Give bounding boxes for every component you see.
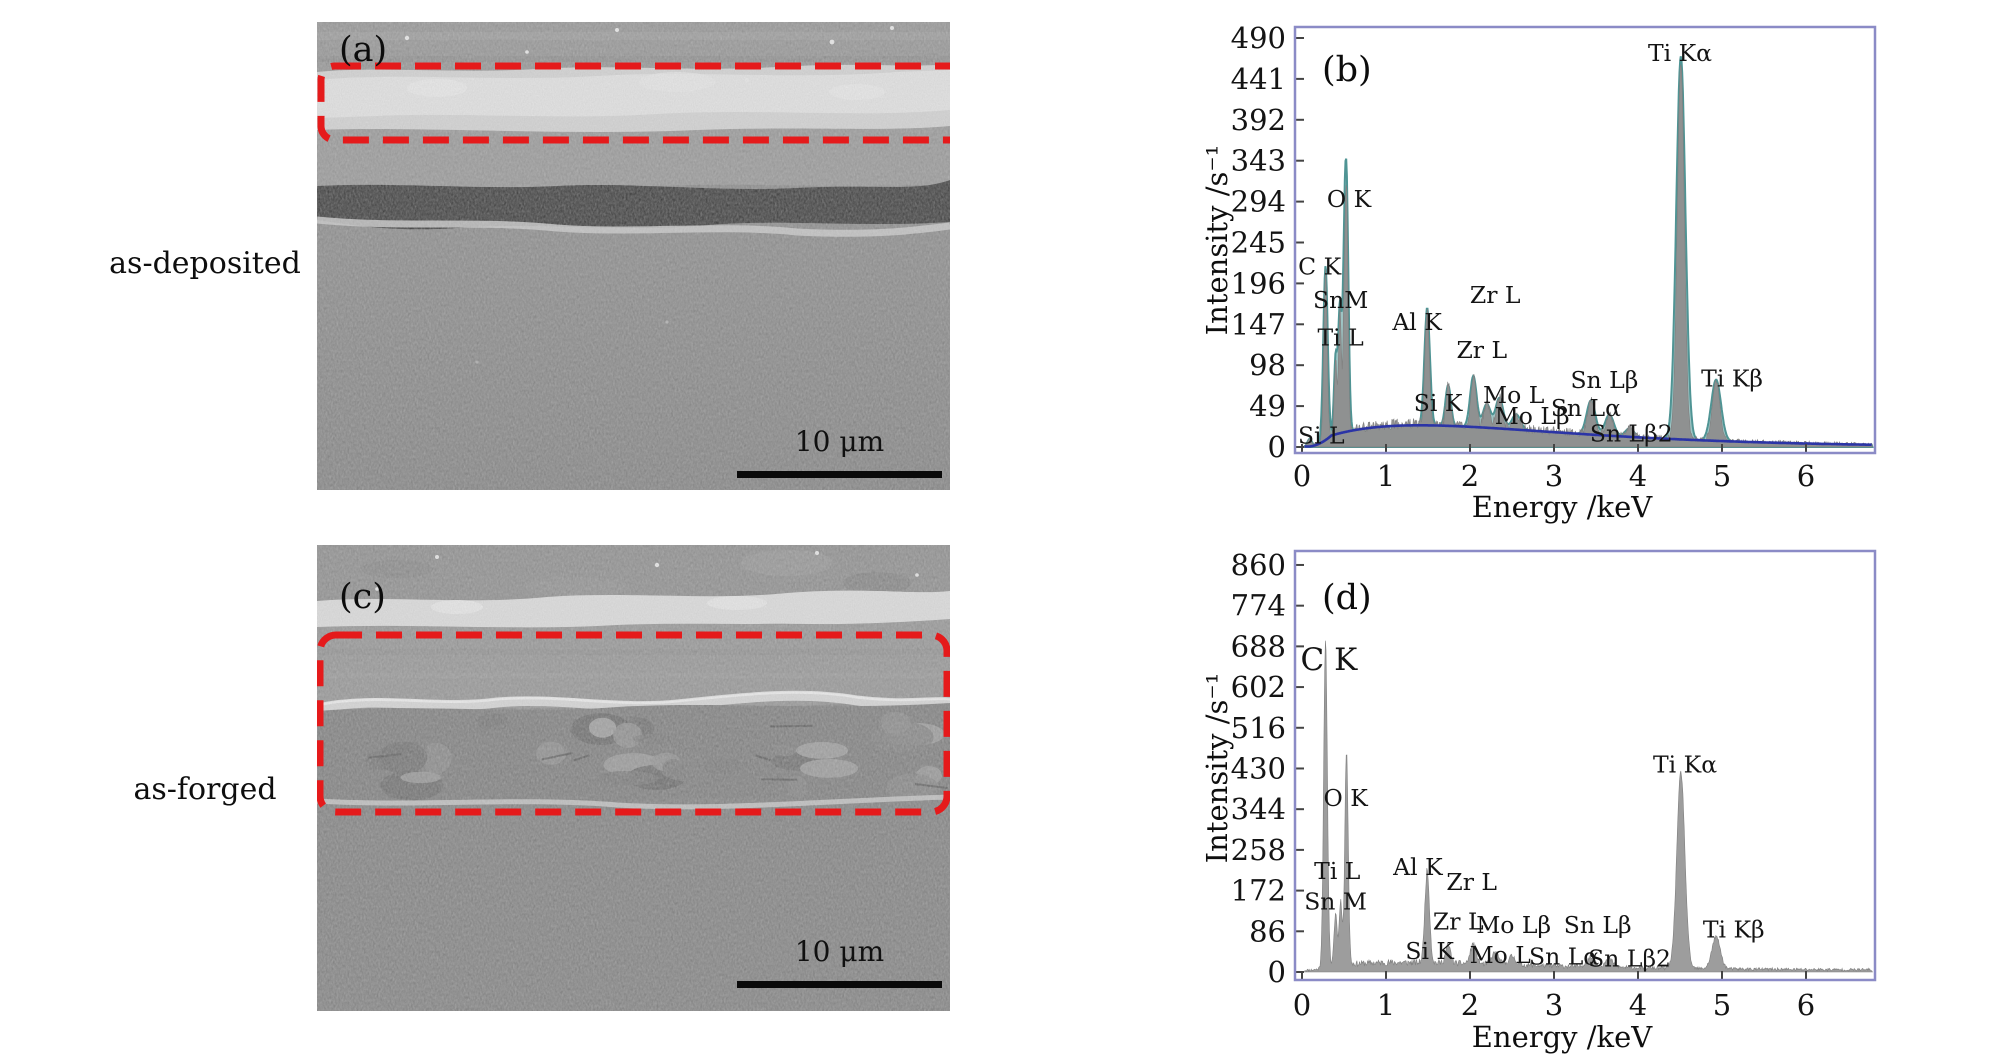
y-tick-label: 294	[1231, 185, 1286, 219]
sem-a-grain	[317, 22, 950, 490]
eds-spectrum-chart-d: 0 1 2 3 4 5 6 0 86 172 258 344 430 516 602 688 774 860 C K…	[1231, 548, 1877, 1022]
y-tick-label: 344	[1231, 792, 1286, 826]
peak-annotation: Sn Lβ	[1570, 366, 1638, 394]
y-tick-label: 86	[1249, 914, 1286, 948]
peak-annotation: O K	[1327, 185, 1372, 213]
y-tick-label: 245	[1231, 225, 1286, 259]
x-tick-label: 5	[1713, 459, 1731, 493]
y-tick-label: 516	[1231, 711, 1286, 745]
measured-spectrum-area	[1304, 64, 1873, 448]
scale-bar-label-c: 10 μm	[794, 935, 885, 968]
panel-letter-c: (c)	[339, 577, 386, 617]
scale-bar-label-a: 10 μm	[794, 425, 885, 458]
y-tick-label: 441	[1231, 62, 1286, 96]
y-axis-label-b: Intensity /s⁻¹	[1200, 144, 1234, 336]
peak-annotation: Si K	[1414, 389, 1463, 417]
x-tick-label: 0	[1293, 459, 1311, 493]
measured-spectrum-area	[1304, 640, 1873, 973]
background-bremsstrahlung-curve	[1304, 424, 1872, 448]
y-tick-label: 49	[1249, 389, 1286, 423]
peak-annotation: Si K	[1405, 937, 1454, 965]
peak-annotation: Sn Lβ2	[1588, 945, 1671, 973]
peak-annotation: Sn Lα	[1551, 394, 1621, 422]
x-axis-label-d: Energy /keV	[1471, 1020, 1653, 1054]
peak-annotation: Al K	[1391, 308, 1442, 336]
peak-annotation: Sn M	[1304, 887, 1367, 915]
y-tick-label: 602	[1231, 670, 1286, 704]
sem-micrograph-a	[317, 22, 950, 490]
x-tick-label: 0	[1293, 988, 1311, 1022]
peak-annotation: Ti Kα	[1653, 751, 1717, 779]
y-axis-label-d: Intensity /s⁻¹	[1200, 672, 1234, 864]
peak-annotation: Al K	[1392, 853, 1443, 881]
y-tick-label: 172	[1231, 874, 1286, 908]
peak-annotation: Ti Kα	[1648, 39, 1712, 67]
peak-annotation: Ti Kβ	[1703, 915, 1765, 943]
y-tick-label: 688	[1231, 629, 1286, 663]
y-tick-label: 343	[1231, 144, 1286, 178]
y-tick-label: 430	[1231, 751, 1286, 785]
scale-bar-c	[737, 981, 942, 988]
plot-border	[1293, 25, 1877, 455]
panel-letter-d: (d)	[1322, 578, 1372, 618]
x-tick-label: 5	[1713, 988, 1731, 1022]
peak-annotation: Mo Lβ	[1495, 402, 1570, 430]
x-tick-label: 2	[1461, 988, 1479, 1022]
plot-border	[1293, 549, 1877, 982]
y-tick-label: 0	[1268, 955, 1286, 989]
sem-image-as-forged: (c) 10 μm	[317, 545, 950, 1011]
x-tick-label: 2	[1461, 459, 1479, 493]
peak-annotation: Mo Lβ	[1476, 911, 1551, 939]
peak-annotation: Sn Lβ2	[1590, 420, 1673, 448]
peak-annotation: Ti L	[1318, 324, 1365, 352]
y-tick-label: 147	[1231, 307, 1286, 341]
x-tick-label: 3	[1545, 459, 1563, 493]
scale-bar-a	[737, 471, 942, 478]
peak-annotation: C K	[1301, 642, 1359, 678]
row-label-as-forged: as-forged	[133, 772, 277, 807]
y-tick-label: 196	[1231, 266, 1286, 300]
peak-annotation: O K	[1324, 784, 1369, 812]
eds-spectrum-chart-b: 0 1 2 3 4 5 6 0 49 98 147 196 245 294 343 392 441 490 C K S…	[1231, 21, 1877, 493]
panel-letter-a: (a)	[339, 30, 388, 70]
peak-annotation: Mo L	[1470, 941, 1532, 969]
y-tick-label: 860	[1231, 548, 1286, 582]
peak-annotation: Si L	[1298, 421, 1345, 449]
row-label-as-deposited: as-deposited	[109, 246, 301, 281]
x-tick-label: 1	[1377, 988, 1395, 1022]
sem-image-as-deposited: (a) 10 μm	[317, 22, 950, 490]
peak-annotation: Sn Lβ	[1564, 911, 1632, 939]
peak-annotation: Zr L	[1433, 907, 1484, 935]
panel-letter-b: (b)	[1322, 50, 1372, 90]
x-tick-label: 3	[1545, 988, 1563, 1022]
x-tick-label: 6	[1797, 459, 1815, 493]
peak-annotation: SnM	[1313, 286, 1368, 314]
x-tick-label: 6	[1797, 988, 1815, 1022]
x-axis-label-b: Energy /keV	[1471, 490, 1653, 524]
peak-annotation: C K	[1298, 253, 1341, 281]
y-tick-label: 98	[1249, 348, 1286, 382]
peak-annotation: Ti Kβ	[1701, 365, 1763, 393]
y-tick-label: 0	[1268, 430, 1286, 464]
peak-annotation: Zr L	[1446, 868, 1497, 896]
y-tick-label: 392	[1231, 103, 1286, 137]
peak-annotation: Ti L	[1314, 857, 1361, 885]
peak-annotation: Sn Lα	[1529, 942, 1599, 970]
y-tick-label: 774	[1231, 589, 1286, 623]
x-tick-label: 4	[1629, 988, 1647, 1022]
y-tick-label: 490	[1231, 21, 1286, 55]
x-tick-label: 4	[1629, 459, 1647, 493]
y-tick-label: 258	[1231, 833, 1286, 867]
peak-annotation: Zr L	[1456, 336, 1507, 364]
peak-annotation: Mo L	[1483, 381, 1545, 409]
peak-annotation: Zr L	[1470, 281, 1521, 309]
x-tick-label: 1	[1377, 459, 1395, 493]
